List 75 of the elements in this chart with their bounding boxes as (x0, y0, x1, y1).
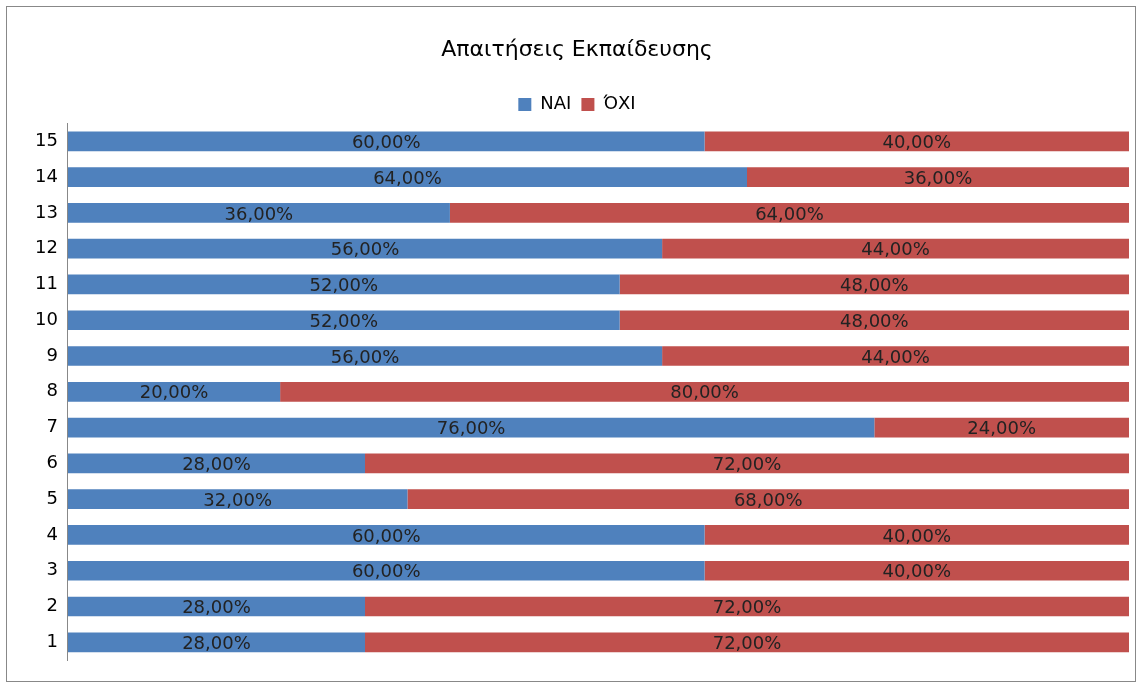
data-label: 48,00% (840, 274, 909, 296)
data-label: 56,00% (330, 238, 400, 260)
data-label: 44,00% (861, 345, 930, 367)
bar (67, 346, 663, 366)
bar (67, 489, 408, 509)
y-tick-label: 1 (46, 629, 58, 651)
y-tick-label: 8 (46, 379, 58, 401)
bar (67, 632, 366, 653)
y-tick-label: 12 (35, 236, 58, 258)
bar (407, 489, 1129, 509)
y-tick-label: 4 (46, 522, 58, 544)
y-tick-label: 2 (46, 594, 58, 616)
bar (662, 346, 1129, 366)
data-label: 24,00% (967, 417, 1036, 439)
legend-label: ΌΧΙ (602, 92, 636, 114)
bar (67, 560, 705, 581)
data-label: 72,00% (712, 631, 782, 653)
bar (67, 310, 620, 331)
data-label: 36,00% (903, 166, 973, 188)
data-label: 36,00% (224, 202, 294, 224)
bar (619, 274, 1129, 295)
bar (662, 238, 1129, 259)
bar (704, 525, 1129, 545)
data-label: 76,00% (436, 417, 506, 439)
data-label: 40,00% (882, 524, 952, 546)
data-label: 56,00% (330, 345, 400, 367)
data-label: 60,00% (351, 560, 421, 582)
bar (67, 381, 281, 402)
bar (704, 560, 1129, 581)
y-tick-label: 10 (35, 307, 58, 329)
y-tick-label: 3 (46, 558, 58, 580)
chart-title: Απαιτήσεις Εκπαίδευσης (441, 35, 713, 61)
data-label: 80,00% (670, 381, 739, 403)
data-label: 64,00% (373, 166, 442, 188)
data-label: 64,00% (755, 202, 824, 224)
bar (747, 167, 1129, 187)
y-tick-label: 11 (35, 272, 58, 294)
bar (67, 131, 705, 152)
bar (365, 596, 1129, 617)
bar (67, 525, 705, 545)
data-label: 40,00% (882, 130, 952, 152)
data-label: 72,00% (712, 453, 782, 475)
data-label: 52,00% (309, 274, 379, 296)
data-label: 40,00% (882, 560, 952, 582)
bar (449, 203, 1129, 223)
y-tick-label: 5 (46, 486, 58, 508)
y-tick-label: 14 (35, 164, 58, 186)
bar (67, 203, 450, 223)
bar (67, 167, 748, 187)
y-tick-label: 13 (35, 200, 58, 222)
data-label: 32,00% (203, 488, 272, 510)
bar (67, 417, 875, 438)
y-tick-label: 9 (46, 343, 58, 365)
data-label: 44,00% (861, 238, 930, 260)
data-label: 28,00% (182, 596, 251, 618)
bar (67, 274, 620, 295)
bar (67, 238, 663, 259)
bar (704, 131, 1129, 152)
bar (365, 453, 1129, 474)
bar (280, 381, 1129, 402)
data-label: 60,00% (351, 524, 421, 546)
data-label: 68,00% (733, 488, 803, 510)
data-label: 28,00% (182, 631, 251, 653)
bar (365, 632, 1129, 653)
data-label: 52,00% (309, 309, 379, 331)
data-label: 48,00% (840, 309, 909, 331)
legend-label: ΝΑΙ (540, 92, 572, 114)
data-label: 20,00% (139, 381, 209, 403)
data-label: 28,00% (182, 453, 251, 475)
bar (619, 310, 1129, 331)
y-tick-label: 15 (35, 128, 58, 150)
data-label: 60,00% (351, 130, 421, 152)
y-tick-label: 7 (46, 415, 58, 437)
data-label: 72,00% (712, 596, 782, 618)
y-tick-label: 6 (46, 451, 58, 473)
